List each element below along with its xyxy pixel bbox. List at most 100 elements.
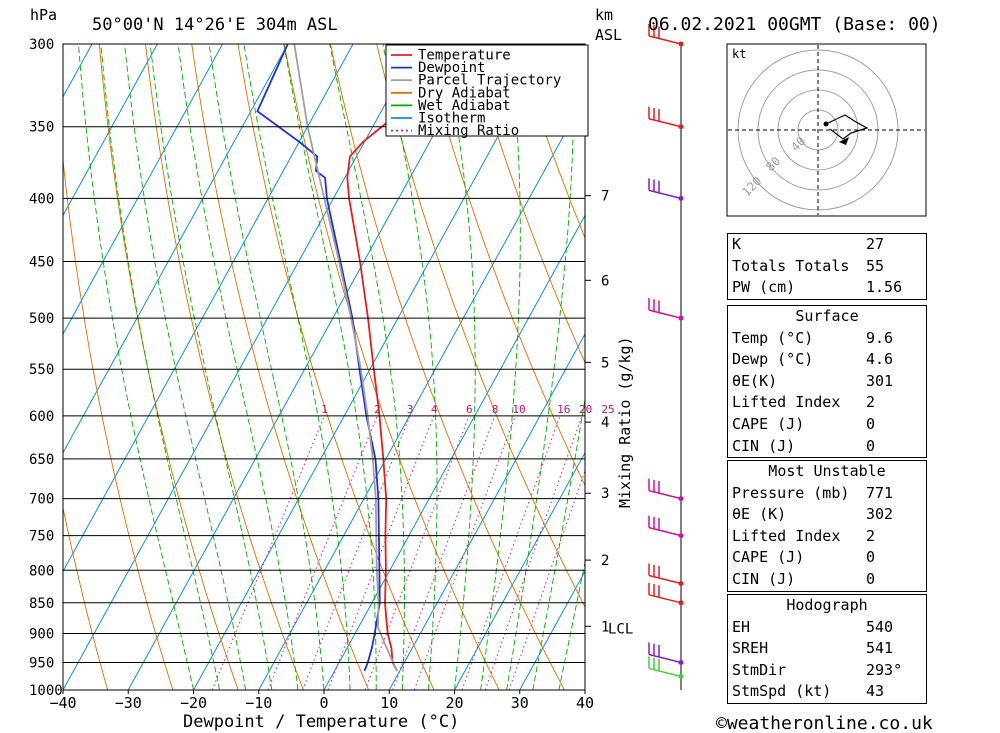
legend-entry: Dewpoint bbox=[418, 60, 485, 76]
series-dewpoint-line bbox=[256, 44, 381, 672]
hodograph-start-dot bbox=[823, 121, 829, 127]
hodo-row: StmSpd (kt) 43 bbox=[732, 682, 885, 701]
legend-entry: Wet Adiabat bbox=[418, 98, 511, 114]
surface-row: Dewp (°C) 4.6 bbox=[732, 350, 894, 369]
surface-row: θE(K) 301 bbox=[732, 371, 894, 390]
legend-entry: Dry Adiabat bbox=[418, 85, 511, 101]
isotherm-line bbox=[63, 44, 289, 454]
mixing-ratio-line bbox=[364, 415, 470, 690]
dry-adiabat-line bbox=[63, 505, 109, 690]
pressure-tick-label: 550 bbox=[29, 362, 54, 378]
plot-frame bbox=[62, 43, 586, 691]
dry-adiabat-line bbox=[237, 44, 435, 690]
wet-adiabat-line bbox=[382, 44, 438, 690]
isotherm-line bbox=[323, 214, 585, 690]
dry-adiabat-line bbox=[468, 44, 585, 364]
isotherm-line bbox=[127, 44, 484, 690]
pressure-tick-label: 450 bbox=[29, 255, 54, 271]
x-axis-label: Dewpoint / Temperature (°C) bbox=[183, 712, 459, 732]
pressure-tick-label: 950 bbox=[29, 655, 54, 671]
hodo-row: EH 540 bbox=[732, 617, 894, 636]
pressure-tick-label: 300 bbox=[29, 37, 54, 53]
pressure-tick-label: 800 bbox=[29, 563, 54, 579]
legend-entry: Isotherm bbox=[418, 111, 485, 127]
height-unit-asl: ASL bbox=[595, 26, 622, 44]
surface-title: Surface bbox=[795, 307, 859, 325]
surface-row: Temp (°C) 9.6 bbox=[732, 328, 894, 347]
wind-level-dot bbox=[678, 195, 684, 201]
wet-adiabat-line bbox=[100, 44, 221, 690]
mixing-ratio-label: 8 bbox=[492, 403, 499, 416]
pressure-tick-label: 700 bbox=[29, 492, 54, 508]
dry-adiabat-line bbox=[376, 44, 585, 608]
wind-barb bbox=[648, 574, 682, 585]
isotherm-line bbox=[63, 44, 158, 217]
wet-adiabat-line bbox=[149, 44, 273, 690]
mixing-ratio-line bbox=[327, 415, 435, 690]
mu-row: Lifted Index 2 bbox=[732, 526, 876, 545]
wind-barb bbox=[648, 117, 682, 128]
wind-level-dot bbox=[678, 315, 684, 321]
legend-entry: Parcel Trajectory bbox=[418, 73, 561, 89]
x-tick-label: 30 bbox=[511, 694, 529, 712]
most-unstable-title: Most Unstable bbox=[768, 462, 886, 480]
wet-adiabat-line bbox=[480, 44, 521, 690]
height-tick-label: 6 bbox=[601, 273, 609, 289]
wind-barb bbox=[648, 189, 682, 200]
height-tick-label: 2 bbox=[601, 553, 609, 569]
height-tick-label: 4 bbox=[601, 415, 609, 431]
hodograph-unit-label: kt bbox=[732, 47, 746, 61]
mixing-ratio-label: 16 bbox=[557, 403, 570, 416]
x-tick-label: 40 bbox=[576, 694, 594, 712]
most-unstable-table: Most Unstable Pressure (mb) 771 θE (K) 302… bbox=[727, 460, 927, 592]
isotherm-line bbox=[258, 95, 585, 690]
pressure-tick-label: 500 bbox=[29, 311, 54, 327]
x-tick-label: −10 bbox=[245, 694, 272, 712]
mixing-ratio-line bbox=[267, 415, 378, 690]
isotherm-line bbox=[0, 44, 27, 690]
wet-adiabat-line bbox=[329, 44, 405, 690]
x-tick-label: 0 bbox=[319, 694, 328, 712]
wind-level-dot bbox=[678, 41, 684, 47]
x-tick-label: −30 bbox=[115, 694, 142, 712]
wind-level-dot bbox=[678, 496, 684, 502]
mixing-ratio-line bbox=[211, 415, 325, 690]
isotherm-line bbox=[63, 44, 419, 690]
wet-adiabat-line bbox=[558, 560, 585, 690]
legend-entry: Mixing Ratio bbox=[418, 123, 519, 139]
mu-row: θE (K) 302 bbox=[732, 505, 894, 524]
wet-adiabat-line bbox=[177, 44, 299, 690]
mixing-ratio-label: 25 bbox=[601, 403, 614, 416]
wet-adiabat-line bbox=[443, 44, 476, 690]
pressure-tick-label: 350 bbox=[29, 120, 54, 136]
pressure-tick-label: 1000 bbox=[29, 683, 63, 699]
wet-adiabat-line bbox=[283, 44, 377, 690]
wind-level-dot bbox=[678, 659, 684, 665]
surface-row: CIN (J) 0 bbox=[732, 436, 876, 455]
height-tick-label: 1 bbox=[601, 619, 609, 635]
pressure-unit-label: hPa bbox=[30, 6, 57, 24]
mu-row: CIN (J) 0 bbox=[732, 569, 876, 588]
dry-adiabat-line bbox=[63, 155, 174, 690]
wet-adiabat-line bbox=[124, 44, 247, 690]
isotherm-line bbox=[193, 44, 550, 690]
height-tick-label: 5 bbox=[601, 355, 609, 371]
hodo-row: StmDir 293° bbox=[732, 660, 903, 679]
pressure-tick-label: 600 bbox=[29, 409, 54, 425]
mixing-ratio-label: 1 bbox=[321, 403, 328, 416]
x-tick-label: −40 bbox=[49, 694, 76, 712]
wind-barb bbox=[648, 653, 682, 664]
mixing-ratio-line bbox=[508, 469, 585, 690]
wind-barb bbox=[648, 309, 682, 319]
dry-adiabat-line bbox=[932, 44, 1000, 690]
hodograph-trace bbox=[825, 114, 869, 140]
height-tick-label: 7 bbox=[601, 189, 609, 205]
mu-row: Pressure (mb) 771 bbox=[732, 483, 894, 502]
wind-barb bbox=[648, 667, 682, 678]
legend-entry: Temperature bbox=[418, 48, 511, 64]
surface-row: CAPE (J) 0 bbox=[732, 414, 876, 433]
x-tick-label: 20 bbox=[445, 694, 463, 712]
mixing-ratio-label: 6 bbox=[466, 403, 473, 416]
storm-motion-marker bbox=[839, 137, 849, 145]
